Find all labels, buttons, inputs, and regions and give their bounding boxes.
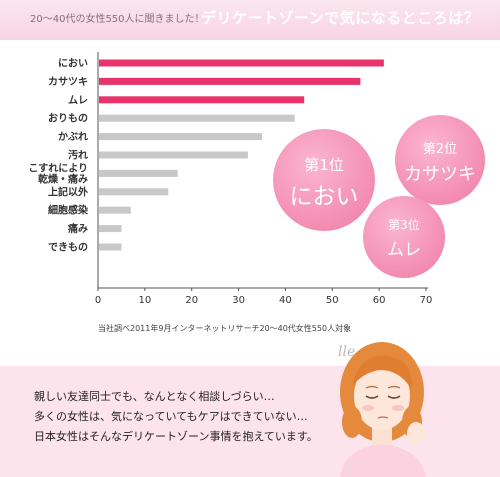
bar <box>99 114 295 122</box>
bar <box>99 243 122 251</box>
category-label: カサツキ <box>48 76 88 88</box>
category-label: おりもの <box>48 113 88 125</box>
x-tick-label: 0 <box>95 295 101 306</box>
rank-1-position: 第1位 <box>304 156 344 174</box>
message-line-3: 日本女性はそんなデリケートゾーン事情を抱えています。 <box>34 430 318 443</box>
category-label: 汚れ <box>68 149 88 162</box>
x-tick-label: 70 <box>420 295 433 306</box>
x-tick-label: 60 <box>373 295 386 306</box>
x-tick-label: 50 <box>326 295 339 306</box>
bar <box>99 96 305 104</box>
rank-3-item: ムレ <box>387 240 421 260</box>
message-text: 親しい友達同士でも、なんとなく相談しづらい… 多くの女性は、気になっていてもケア… <box>34 387 318 447</box>
category-label: できもの <box>48 242 88 254</box>
message-line-1: 親しい友達同士でも、なんとなく相談しづらい… <box>34 390 275 403</box>
rank-2-position: 第2位 <box>422 142 458 157</box>
rank-2-item: カサツキ <box>404 164 476 185</box>
x-tick-label: 30 <box>232 295 245 306</box>
bar <box>99 151 248 159</box>
category-label: 細胞感染 <box>48 204 89 217</box>
rank-1-item: におい <box>289 184 359 210</box>
x-tick-label: 10 <box>138 295 151 306</box>
rank-1-circle: 第1位 におい <box>273 129 375 231</box>
bar <box>99 133 262 141</box>
bar-chart: においカサツキムレおりものかぶれ汚れこすれにより乾燥・痛み上記以外細胞感染痛みで… <box>28 52 433 306</box>
woman-illustration <box>340 342 426 477</box>
survey-note: 20〜40代の女性550人に聞きました！ <box>30 14 205 25</box>
bar <box>99 77 361 85</box>
rank-2-circle: 第2位 カサツキ <box>395 115 485 205</box>
message-line-2: 多くの女性は、気になっていてもケアはできていない… <box>34 410 308 423</box>
header-banner: 20〜40代の女性550人に聞きました！ デリケートゾーンで気になるところは？ <box>0 0 500 40</box>
x-tick-label: 20 <box>185 295 198 306</box>
rank-3-position: 第3位 <box>388 218 420 232</box>
category-label: におい <box>58 58 88 70</box>
rank-3-circle: 第3位 ムレ <box>363 196 445 278</box>
category-label: 上記以外 <box>48 185 88 198</box>
chart-title: デリケートゾーンで気になるところは？ <box>201 9 480 27</box>
bar <box>99 59 384 67</box>
category-label: ムレ <box>68 94 88 106</box>
bar <box>99 225 122 233</box>
category-label: 乾燥・痛み <box>38 172 88 185</box>
bar <box>99 188 169 196</box>
decorative-scribble: lle <box>338 344 356 360</box>
x-tick-label: 40 <box>279 295 292 306</box>
category-label: 痛み <box>67 222 88 235</box>
bar <box>99 206 131 214</box>
bar <box>99 169 178 177</box>
category-label: こすれにより <box>28 162 88 174</box>
category-label: かぶれ <box>58 131 88 143</box>
source-note: 当社調べ2011年9月インターネットリサーチ20〜40代女性550人対象 <box>98 324 352 333</box>
